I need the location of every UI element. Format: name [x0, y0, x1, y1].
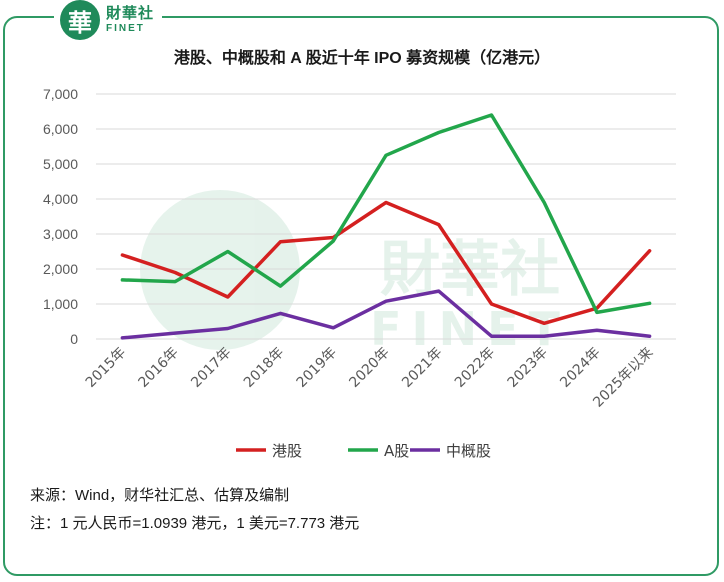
series-line-0 [120, 200, 652, 326]
y-tick-label: 5,000 [43, 156, 78, 172]
watermark-en: FINET [370, 302, 570, 356]
x-tick-label: 2015年 [83, 345, 129, 391]
grid [96, 93, 676, 340]
logo-en: FINET [106, 23, 145, 34]
series-lines [120, 113, 652, 340]
y-tick-label: 0 [70, 331, 78, 347]
legend: 港股 A股 中概股 [236, 442, 491, 460]
logo-text: 財華社 FINET [106, 6, 154, 34]
x-tick-label: 2017年 [188, 345, 234, 391]
y-tick-label: 7,000 [43, 86, 78, 102]
y-tick-label: 6,000 [43, 121, 78, 137]
chart-frame [3, 16, 719, 576]
conversion-note: 注：1 元人民币=1.0939 港元，1 美元=7.773 港元 [30, 515, 360, 532]
series-line-2 [120, 289, 652, 340]
x-tick-label: 2018年 [241, 345, 287, 391]
y-tick-label: 4,000 [43, 191, 78, 207]
legend-label: 港股 [272, 442, 302, 460]
y-tick-label: 3,000 [43, 226, 78, 242]
x-tick-label: 2019年 [294, 345, 340, 391]
y-axis-ticks: 0 1,000 2,000 3,000 4,000 5,000 6,000 7,000 [43, 86, 78, 347]
watermark-emblem-icon [140, 190, 300, 350]
series-line-1 [120, 113, 652, 315]
logo-cn: 財華社 [106, 5, 155, 22]
y-tick-label: 1,000 [43, 296, 78, 312]
x-tick-label: 2016年 [136, 345, 182, 391]
legend-label: 中概股 [446, 442, 491, 460]
source-note: 来源：Wind，财华社汇总、估算及编制 [30, 487, 290, 504]
y-tick-label: 2,000 [43, 261, 78, 277]
legend-label: A股 [384, 442, 409, 460]
finet-logo: 華 財華社 FINET [54, 0, 163, 40]
chart-title: 港股、中概股和 A 股近十年 IPO 募资规模（亿港元） [173, 50, 551, 67]
logo-badge-icon: 華 [60, 0, 100, 40]
